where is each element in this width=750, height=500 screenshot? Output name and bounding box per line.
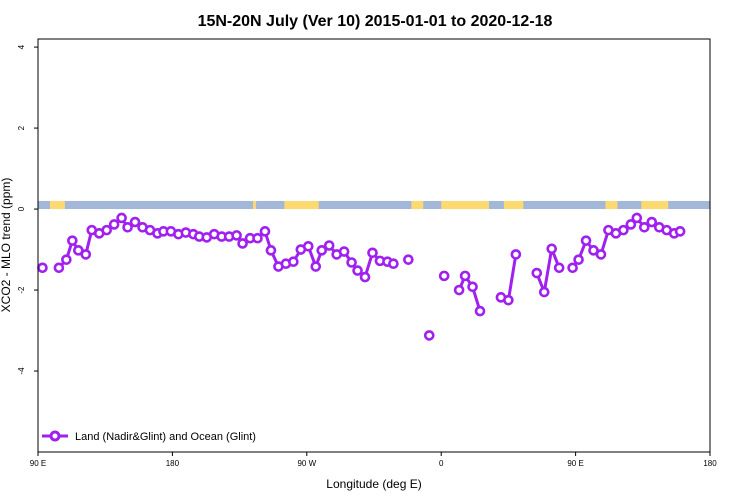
data-point bbox=[80, 249, 92, 260]
data-point bbox=[453, 284, 465, 296]
data-point bbox=[129, 216, 141, 228]
data-point bbox=[53, 262, 65, 274]
land-segment bbox=[641, 200, 669, 210]
data-point bbox=[323, 240, 335, 251]
legend-entry-label: Land (Nadir&Glint) and Ocean (Glint) bbox=[75, 431, 256, 443]
data-point bbox=[625, 219, 637, 230]
y-tick-label: -2 bbox=[17, 286, 26, 294]
data-point bbox=[403, 254, 414, 265]
data-point bbox=[503, 294, 514, 306]
data-point bbox=[438, 270, 450, 282]
y-tick-label: 0 bbox=[17, 206, 26, 211]
data-point bbox=[388, 258, 399, 270]
data-point bbox=[474, 305, 486, 317]
land-segment bbox=[441, 200, 489, 210]
x-axis-ticks: 90 E 180 90 W 0 90 E 180 bbox=[30, 452, 717, 468]
data-point bbox=[237, 238, 248, 249]
data-point bbox=[116, 212, 127, 224]
land-ocean-strip bbox=[38, 200, 710, 210]
data-point bbox=[288, 256, 299, 267]
data-point bbox=[638, 221, 650, 233]
data-point bbox=[580, 235, 592, 246]
y-axis-ticks: 4 2 0 -2 -4 bbox=[17, 44, 38, 375]
data-point bbox=[618, 224, 629, 236]
x-tick-label: 180 bbox=[166, 459, 180, 468]
data-point bbox=[531, 267, 543, 279]
data-point bbox=[631, 212, 643, 224]
data-point bbox=[573, 254, 584, 265]
x-tick-label: 90 E bbox=[30, 459, 46, 468]
x-tick-label: 180 bbox=[703, 459, 717, 468]
data-point bbox=[352, 265, 363, 276]
data-point bbox=[538, 286, 550, 298]
chart-title: 15N-20N July (Ver 10) 2015-01-01 to 2020… bbox=[198, 13, 553, 30]
data-point bbox=[567, 262, 578, 274]
y-tick-label: -4 bbox=[17, 367, 26, 375]
data-point bbox=[108, 219, 120, 230]
data-point bbox=[310, 261, 322, 272]
land-segment bbox=[284, 200, 319, 210]
data-point bbox=[359, 271, 371, 283]
data-point bbox=[459, 270, 471, 282]
data-point bbox=[316, 245, 328, 256]
data-point bbox=[546, 243, 558, 255]
data-point bbox=[252, 232, 263, 244]
y-tick-label: 4 bbox=[17, 44, 26, 49]
data-point bbox=[367, 247, 378, 259]
y-tick-label: 2 bbox=[17, 125, 26, 130]
land-segment bbox=[49, 200, 65, 210]
series-group bbox=[37, 212, 686, 341]
x-tick-label: 0 bbox=[439, 459, 444, 468]
data-point bbox=[259, 226, 271, 237]
data-point bbox=[101, 224, 112, 236]
land-segment bbox=[503, 200, 524, 210]
land-segment bbox=[253, 200, 257, 210]
data-point bbox=[73, 245, 84, 256]
x-tick-label: 90 E bbox=[567, 459, 583, 468]
plot-frame bbox=[37, 38, 711, 453]
data-point bbox=[595, 249, 607, 260]
land-segment bbox=[411, 200, 424, 210]
data-point bbox=[122, 221, 133, 233]
x-tick-label: 90 W bbox=[297, 459, 316, 468]
data-point bbox=[338, 246, 350, 257]
data-point bbox=[510, 249, 522, 260]
data-point bbox=[67, 235, 78, 246]
legend-marker-swatch bbox=[49, 430, 61, 442]
data-point bbox=[231, 230, 242, 241]
data-point bbox=[61, 254, 72, 265]
x-axis-label: Longitude (deg E) bbox=[326, 477, 421, 491]
land-segment bbox=[605, 200, 618, 210]
series-line bbox=[535, 247, 561, 294]
data-point bbox=[588, 245, 599, 256]
legend: Land (Nadir&Glint) and Ocean (Glint) bbox=[42, 430, 256, 443]
data-point bbox=[646, 216, 658, 228]
data-point bbox=[302, 241, 314, 252]
data-point bbox=[553, 262, 565, 274]
data-point bbox=[346, 257, 357, 268]
data-point bbox=[423, 330, 435, 341]
data-point bbox=[467, 281, 478, 293]
ocean-band bbox=[38, 200, 710, 210]
y-axis-label: XCO2 - MLO trend (ppm) bbox=[0, 178, 13, 313]
data-point bbox=[37, 262, 48, 274]
data-point bbox=[265, 245, 277, 256]
series-line bbox=[457, 274, 482, 312]
data-point bbox=[674, 226, 686, 237]
